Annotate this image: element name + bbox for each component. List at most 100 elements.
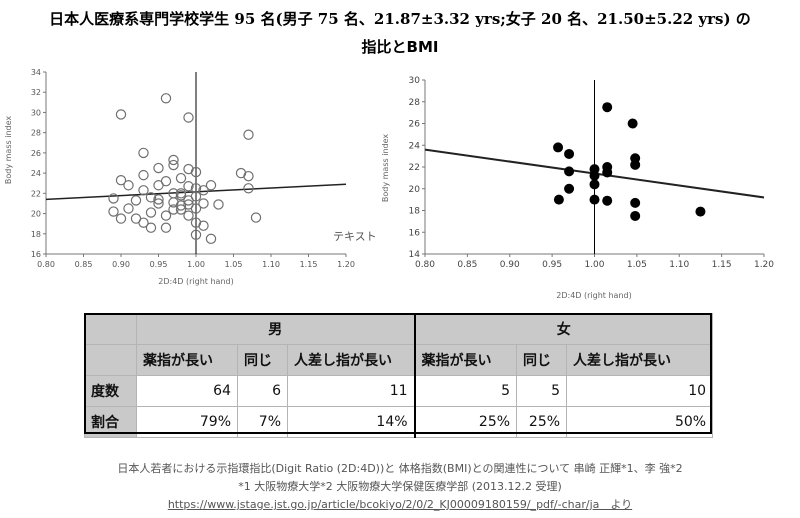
male-data-point bbox=[153, 162, 164, 174]
female-data-point bbox=[630, 210, 641, 221]
male-x-tick-label: 0.85 bbox=[75, 260, 93, 269]
male-data-point bbox=[138, 185, 149, 196]
female-y-tick-label: 26 bbox=[409, 120, 421, 130]
female-data-point bbox=[695, 206, 706, 217]
left-x-axis-label: 2D:4D (right hand) bbox=[158, 277, 233, 286]
male-col-index-longer: 人差し指が長い bbox=[286, 344, 416, 376]
male-data-point bbox=[183, 199, 194, 210]
male-data-point bbox=[138, 147, 149, 159]
male-data-point bbox=[198, 198, 209, 209]
male-data-point bbox=[175, 200, 187, 211]
male-data-point bbox=[153, 194, 164, 205]
female-y-tick-label: 18 bbox=[409, 207, 421, 217]
female-data-point bbox=[589, 194, 600, 205]
male-data-point bbox=[183, 163, 194, 175]
female-y-tick-label: 22 bbox=[409, 163, 420, 173]
male-data-point bbox=[213, 199, 224, 210]
female-x-tick-label: 1.05 bbox=[627, 260, 647, 270]
page-title-line1: 日本人医療系専門学校学生 95 名(男子 75 名、21.87±3.32 yrs… bbox=[49, 10, 751, 28]
female-x-tick-label: 1.20 bbox=[754, 260, 774, 270]
female-scatter-chart: 0.80 0.85 0.90 0.95 1.00 1.05 1.10 1.15 1.20 14 16… bbox=[381, 76, 774, 300]
male-data-point bbox=[145, 222, 157, 233]
male-data-point bbox=[145, 192, 157, 203]
female-x-tick-label: 0.90 bbox=[500, 260, 520, 270]
table-group-header-row: 男 女 bbox=[84, 313, 714, 345]
female-y-tick-label: 16 bbox=[409, 228, 421, 238]
female-group-header: 女 bbox=[413, 313, 714, 345]
male-data-point bbox=[198, 185, 209, 196]
male-data-point bbox=[243, 129, 254, 140]
male-x-tick-label: 1.00 bbox=[187, 260, 205, 269]
male-x-tick-label: 1.10 bbox=[262, 260, 280, 269]
male-data-point bbox=[250, 212, 262, 223]
female-y-tick-label: 14 bbox=[409, 250, 421, 260]
female-y-tick-label: 20 bbox=[409, 185, 421, 195]
male-data-point bbox=[243, 183, 254, 194]
male-y-tick-label: 24 bbox=[31, 169, 41, 178]
row-label-ratio: 割合 bbox=[84, 406, 137, 438]
female-data-point bbox=[553, 142, 564, 153]
right-y-axis-label: Body mass index bbox=[381, 134, 390, 202]
male-ratio-same: 7% bbox=[237, 406, 288, 438]
caption-source-url[interactable]: https://www.jstage.jst.go.jp/article/bco… bbox=[167, 498, 633, 511]
male-scatter-chart: 0.80 0.85 0.90 0.95 1.00 1.05 1.10 1.15 1.20 16 18… bbox=[4, 68, 377, 286]
table-row-ratio: 割合 79% 7% 14% 25% 25% 50% bbox=[84, 406, 714, 438]
male-data-point bbox=[243, 170, 254, 182]
male-data-point bbox=[108, 193, 119, 204]
male-x-tick-label: 0.90 bbox=[112, 260, 130, 269]
female-data-point bbox=[564, 166, 575, 177]
female-y-tick-label: 28 bbox=[409, 98, 421, 108]
male-data-point bbox=[168, 154, 179, 166]
male-data-point bbox=[123, 180, 134, 191]
female-data-point bbox=[602, 102, 613, 113]
male-data-point bbox=[130, 195, 142, 206]
female-y-tick-label: 24 bbox=[409, 141, 421, 151]
male-data-point bbox=[123, 203, 134, 214]
male-y-tick-label: 30 bbox=[31, 108, 41, 117]
male-y-tick-label: 20 bbox=[31, 210, 41, 219]
caption-affiliation: *1 大阪物療大学*2 大阪物療大学保健医療学部 (2013.12.2 受理) bbox=[238, 480, 562, 493]
right-x-axis-label: 2D:4D (right hand) bbox=[556, 291, 631, 300]
male-data-point bbox=[153, 198, 164, 209]
female-count-index-longer: 10 bbox=[566, 375, 714, 407]
female-data-point bbox=[630, 197, 641, 208]
male-x-tick-label: 0.80 bbox=[37, 260, 55, 269]
male-data-point bbox=[183, 112, 194, 123]
digit-ratio-table: 男 女 薬指が長い 同じ 人差し指が長い 薬指が長い 同じ 人差し指が長い 度数… bbox=[84, 313, 714, 438]
male-data-point bbox=[175, 188, 187, 199]
female-data-point bbox=[602, 195, 613, 206]
female-x-tick-label: 0.85 bbox=[457, 260, 477, 270]
left-overlay-text: テキスト bbox=[333, 230, 377, 243]
male-data-point bbox=[160, 175, 172, 187]
male-data-point bbox=[175, 172, 187, 184]
female-x-tick-label: 1.15 bbox=[712, 260, 732, 270]
male-y-tick-label: 22 bbox=[31, 189, 41, 198]
male-col-ring-longer: 薬指が長い bbox=[136, 344, 238, 376]
female-data-point bbox=[627, 118, 638, 129]
female-col-ring-longer: 薬指が長い bbox=[413, 344, 518, 376]
female-x-tick-label: 1.10 bbox=[669, 260, 689, 270]
male-x-tick-label: 1.20 bbox=[337, 260, 355, 269]
male-data-point bbox=[235, 167, 247, 179]
page-title-line2: 指比とBMI bbox=[361, 38, 439, 56]
male-y-tick-label: 16 bbox=[31, 250, 41, 259]
female-data-point bbox=[564, 183, 575, 194]
female-data-point bbox=[589, 170, 600, 181]
female-data-point bbox=[589, 179, 600, 190]
male-y-tick-label: 28 bbox=[31, 129, 41, 138]
male-data-point bbox=[190, 229, 202, 240]
table-column-header-row: 薬指が長い 同じ 人差し指が長い 薬指が長い 同じ 人差し指が長い bbox=[84, 344, 714, 376]
male-group-header: 男 bbox=[135, 313, 416, 345]
male-data-point bbox=[138, 169, 149, 181]
male-x-tick-label: 1.15 bbox=[300, 260, 318, 269]
male-data-point bbox=[183, 210, 194, 221]
male-data-point bbox=[130, 213, 142, 224]
female-ratio-index-longer: 50% bbox=[566, 406, 714, 438]
female-ratio-same: 25% bbox=[516, 406, 568, 438]
female-ratio-ring-longer: 25% bbox=[413, 406, 518, 438]
female-x-tick-label: 0.80 bbox=[415, 260, 435, 270]
male-data-point bbox=[160, 210, 172, 221]
male-y-tick-label: 34 bbox=[31, 68, 41, 77]
male-col-same: 同じ bbox=[237, 344, 288, 376]
male-count-index-longer: 11 bbox=[286, 375, 416, 407]
